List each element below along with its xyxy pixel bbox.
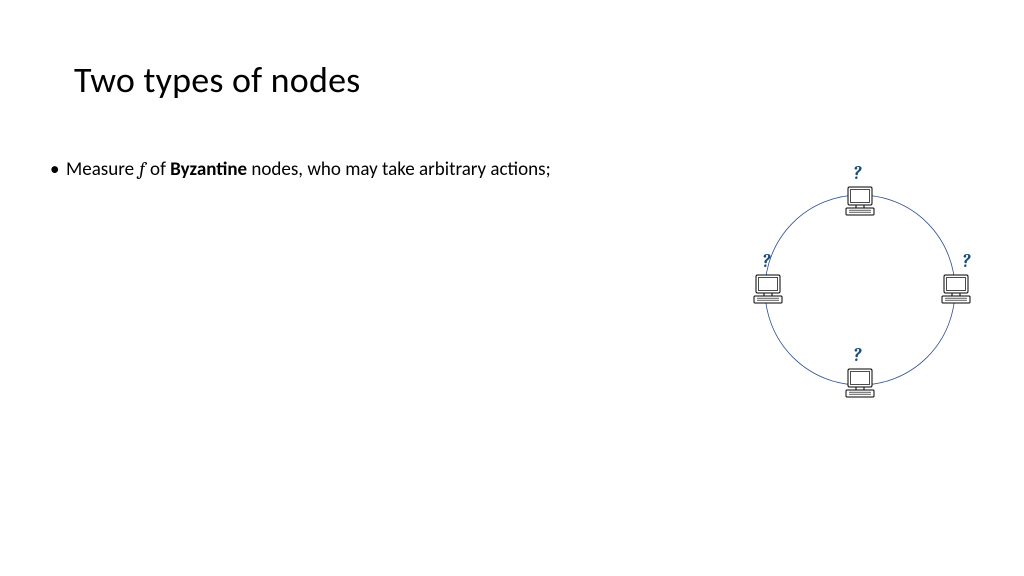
bullet-bold: Byzantine bbox=[170, 158, 247, 181]
bullet-marker: • bbox=[50, 158, 66, 181]
question-mark: ? bbox=[853, 162, 861, 184]
computer-node-bottom bbox=[842, 366, 878, 410]
question-mark: ? bbox=[853, 344, 861, 366]
question-mark: ? bbox=[962, 250, 970, 272]
bullet-text: Measure f of Byzantine nodes, who may ta… bbox=[66, 158, 551, 181]
bullet-mid: of bbox=[146, 158, 170, 181]
computer-node-top bbox=[842, 184, 878, 228]
bullet-pre: Measure bbox=[66, 158, 138, 181]
network-diagram: ???? bbox=[720, 150, 1000, 430]
slide: Two types of nodes • Measure f of Byzant… bbox=[0, 0, 1024, 576]
computer-node-right bbox=[938, 272, 974, 316]
bullet-variable-f: f bbox=[138, 158, 145, 180]
bullet-post: nodes, who may take arbitrary actions; bbox=[247, 158, 551, 181]
computer-node-left bbox=[750, 272, 786, 316]
bullet-item: • Measure f of Byzantine nodes, who may … bbox=[50, 158, 551, 181]
slide-title: Two types of nodes bbox=[74, 58, 360, 102]
question-mark: ? bbox=[762, 250, 770, 272]
